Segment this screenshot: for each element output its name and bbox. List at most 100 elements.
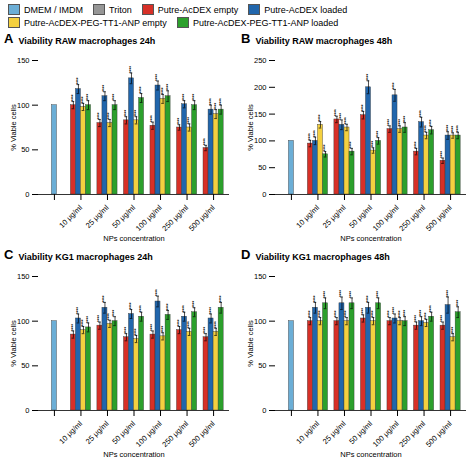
svg-text:****: **** [456, 125, 461, 132]
svg-text:****: **** [166, 303, 171, 310]
svg-text:****: **** [203, 138, 208, 145]
svg-text:NPs concentration: NPs concentration [103, 234, 164, 243]
svg-text:****: **** [440, 151, 445, 158]
svg-text:****: **** [166, 84, 171, 91]
svg-text:500 μg/ml: 500 μg/ml [187, 203, 217, 233]
svg-text:****: **** [371, 141, 376, 148]
svg-text:****: **** [214, 321, 219, 328]
svg-text:500 μg/ml: 500 μg/ml [187, 419, 217, 449]
svg-text:****: **** [71, 324, 76, 331]
svg-text:****: **** [323, 144, 328, 151]
svg-text:250 μg/ml: 250 μg/ml [397, 203, 427, 233]
svg-text:****: **** [392, 82, 397, 89]
svg-text:****: **** [323, 291, 328, 298]
svg-text:****: **** [451, 326, 456, 333]
svg-text:150: 150 [17, 56, 30, 65]
svg-text:150: 150 [254, 110, 267, 119]
svg-text:****: **** [129, 66, 134, 73]
svg-text:25 μg/ml: 25 μg/ml [321, 419, 348, 446]
svg-text:50: 50 [258, 163, 266, 172]
svg-text:****: **** [134, 328, 139, 335]
svg-text:****: **** [429, 305, 434, 312]
svg-text:****: **** [366, 74, 371, 81]
svg-text:****: **** [349, 291, 354, 298]
svg-text:0: 0 [25, 190, 29, 199]
svg-text:****: **** [403, 309, 408, 316]
svg-text:0: 0 [262, 190, 266, 199]
svg-text:****: **** [124, 326, 129, 333]
svg-text:****: **** [150, 324, 155, 331]
svg-text:****: **** [361, 308, 366, 315]
svg-text:500 μg/ml: 500 μg/ml [424, 419, 454, 449]
svg-text:****: **** [376, 291, 381, 298]
svg-text:****: **** [414, 141, 419, 148]
svg-text:****: **** [155, 74, 160, 81]
svg-text:****: **** [456, 300, 461, 307]
svg-text:****: **** [182, 93, 187, 100]
svg-text:10 μg/ml: 10 μg/ml [294, 203, 321, 230]
svg-text:50: 50 [21, 361, 29, 370]
svg-text:****: **** [334, 310, 339, 317]
svg-text:****: **** [192, 301, 197, 308]
svg-text:****: **** [187, 321, 192, 328]
svg-text:10 μg/ml: 10 μg/ml [57, 203, 84, 230]
svg-text:****: **** [349, 141, 354, 148]
svg-text:50: 50 [258, 361, 266, 370]
svg-text:0: 0 [25, 406, 29, 415]
svg-text:****: **** [318, 114, 323, 121]
svg-text:0: 0 [262, 406, 266, 415]
svg-text:100: 100 [17, 101, 30, 110]
svg-text:****: **** [182, 305, 187, 312]
svg-text:****: **** [112, 309, 117, 316]
svg-text:50: 50 [21, 145, 29, 154]
svg-text:****: **** [102, 85, 107, 92]
svg-text:250 μg/ml: 250 μg/ml [397, 419, 427, 449]
svg-text:****: **** [419, 110, 424, 117]
svg-text:150: 150 [17, 272, 30, 281]
svg-text:****: **** [124, 110, 129, 117]
svg-text:****: **** [187, 117, 192, 124]
svg-text:****: **** [76, 77, 81, 84]
svg-text:10 μg/ml: 10 μg/ml [57, 419, 84, 446]
svg-text:****: **** [313, 295, 318, 302]
svg-text:250 μg/ml: 250 μg/ml [160, 203, 190, 233]
svg-text:****: **** [139, 305, 144, 312]
svg-text:****: **** [71, 94, 76, 101]
svg-text:****: **** [313, 130, 318, 137]
svg-text:100: 100 [254, 317, 267, 326]
svg-text:****: **** [344, 117, 349, 124]
svg-text:****: **** [318, 310, 323, 317]
svg-text:25 μg/ml: 25 μg/ml [84, 419, 111, 446]
svg-text:****: **** [86, 93, 91, 100]
svg-text:****: **** [102, 295, 107, 302]
svg-text:****: **** [86, 316, 91, 323]
svg-text:****: **** [403, 115, 408, 122]
svg-text:25 μg/ml: 25 μg/ml [84, 203, 111, 230]
svg-text:10 μg/ml: 10 μg/ml [294, 419, 321, 446]
svg-text:100 μg/ml: 100 μg/ml [371, 419, 401, 449]
svg-text:100: 100 [254, 136, 267, 145]
svg-text:****: **** [387, 119, 392, 126]
svg-text:****: **** [97, 112, 102, 119]
svg-text:****: **** [361, 104, 366, 111]
svg-text:100 μg/ml: 100 μg/ml [134, 419, 164, 449]
svg-text:****: **** [155, 289, 160, 296]
svg-text:****: **** [150, 115, 155, 122]
svg-text:****: **** [376, 130, 381, 137]
svg-text:****: **** [112, 93, 117, 100]
svg-text:250: 250 [254, 56, 267, 65]
svg-text:100 μg/ml: 100 μg/ml [371, 203, 401, 233]
svg-text:500 μg/ml: 500 μg/ml [424, 203, 454, 233]
svg-text:100 μg/ml: 100 μg/ml [134, 203, 164, 233]
svg-text:****: **** [446, 290, 451, 297]
svg-text:****: **** [308, 310, 313, 317]
svg-text:****: **** [134, 110, 139, 117]
svg-text:% Viable cells: % Viable cells [9, 320, 18, 367]
svg-text:****: **** [366, 295, 371, 302]
svg-text:% Viable cells: % Viable cells [9, 104, 18, 151]
svg-text:% Viable cells: % Viable cells [246, 320, 255, 367]
svg-text:****: **** [219, 295, 224, 302]
svg-text:****: **** [97, 315, 102, 322]
svg-text:****: **** [177, 118, 182, 125]
svg-text:****: **** [177, 319, 182, 326]
